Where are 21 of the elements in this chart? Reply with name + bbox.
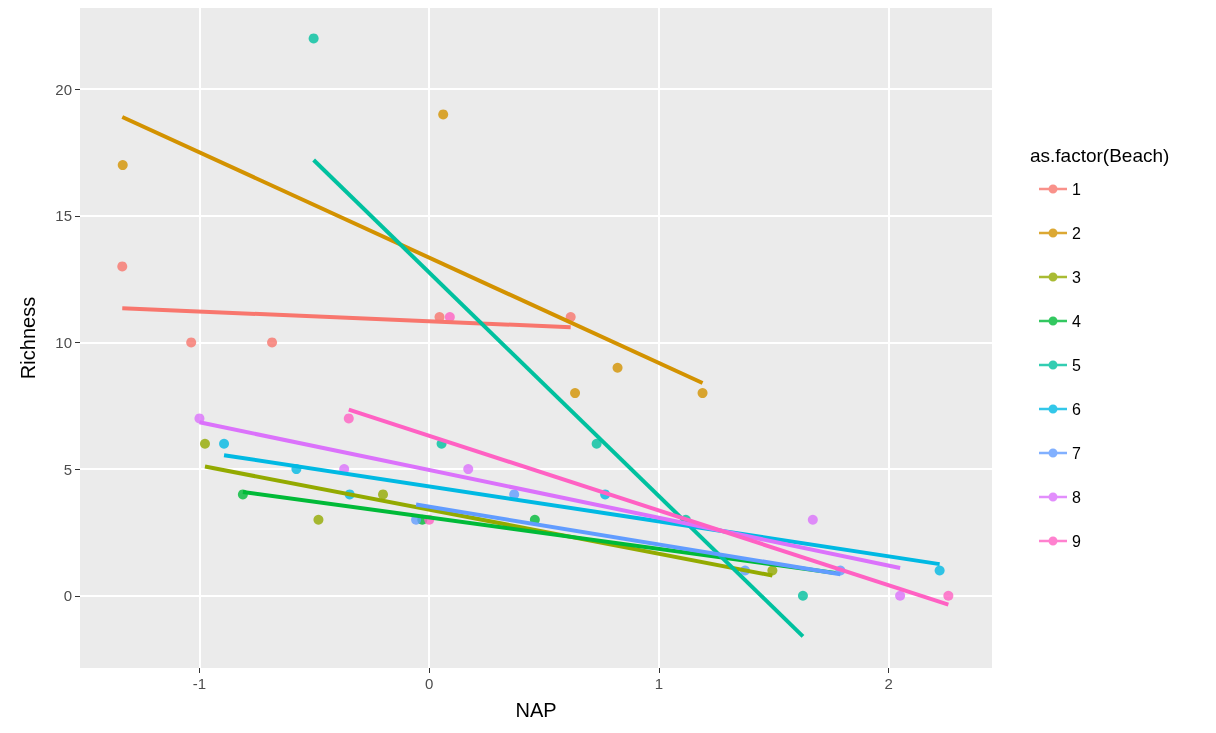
legend-label: 1 — [1072, 180, 1081, 198]
legend-label: 3 — [1072, 268, 1081, 286]
legend-title: as.factor(Beach) — [1030, 145, 1170, 166]
x-axis-title: NAP — [515, 699, 557, 721]
y-tick-label: 10 — [55, 333, 72, 351]
y-tick-label: 20 — [55, 80, 72, 98]
legend-label: 7 — [1072, 444, 1081, 462]
y-axis-title: Richness — [17, 296, 39, 380]
legend-label: 5 — [1072, 356, 1081, 374]
x-tick-label: 0 — [425, 675, 434, 692]
y-tick-label: 15 — [55, 207, 72, 225]
legend-label: 4 — [1072, 312, 1081, 330]
y-tick-label: 5 — [63, 460, 72, 478]
legend-label: 8 — [1072, 488, 1081, 506]
x-tick-label: 2 — [884, 675, 893, 692]
x-tick-label: 1 — [654, 675, 664, 692]
y-tick-label: 0 — [63, 587, 72, 605]
legend-label: 6 — [1072, 400, 1081, 418]
legend-label: 9 — [1072, 532, 1081, 550]
x-tick-label: -1 — [192, 675, 207, 692]
legend-label: 2 — [1072, 224, 1081, 242]
